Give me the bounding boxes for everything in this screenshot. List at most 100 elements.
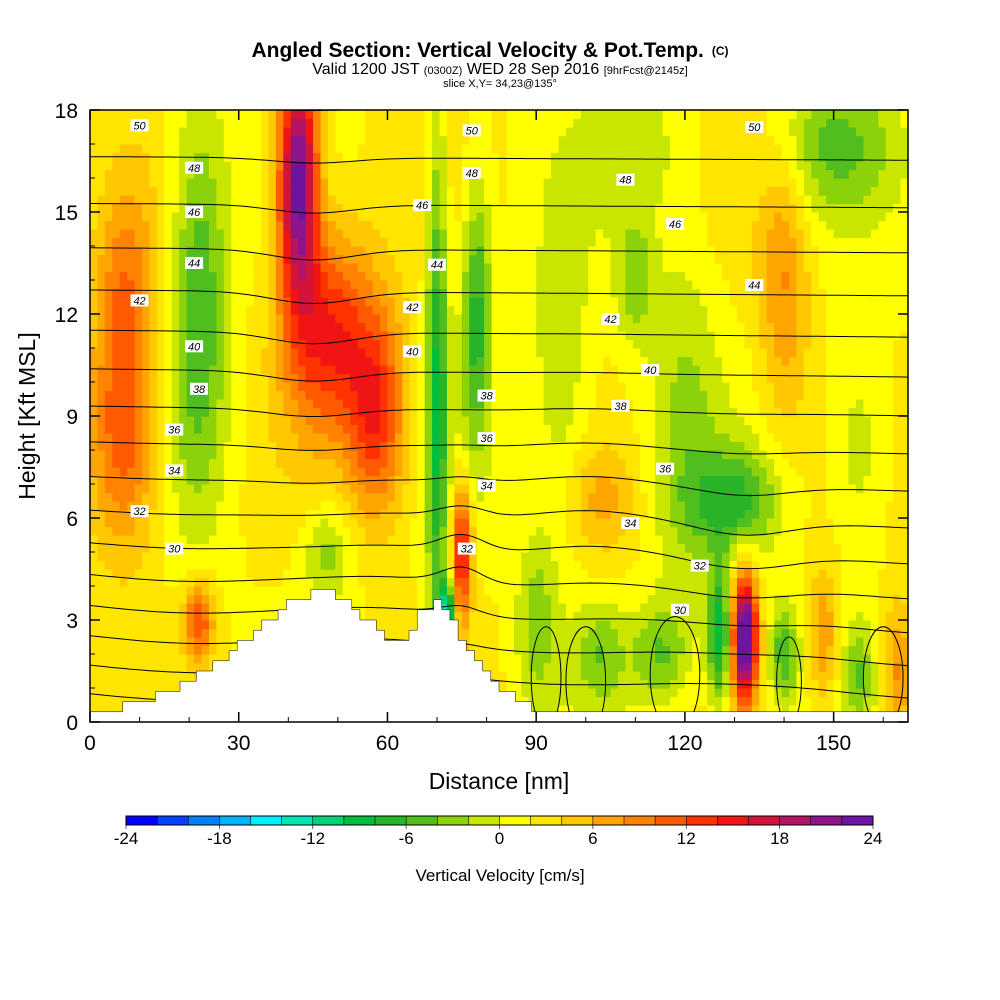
heatmap-cell [201, 220, 210, 230]
heatmap-cell [156, 382, 165, 392]
heatmap-cell [223, 484, 232, 494]
heatmap-cell [580, 144, 589, 154]
heatmap-cell [201, 135, 210, 145]
heatmap-cell [342, 450, 351, 460]
heatmap-cell [476, 152, 485, 162]
heatmap-cell [283, 348, 292, 358]
heatmap-cell [558, 458, 567, 468]
heatmap-cell [127, 178, 136, 188]
heatmap-cell [528, 110, 537, 120]
heatmap-cell [298, 518, 307, 528]
heatmap-cell [127, 280, 136, 290]
heatmap-cell [573, 305, 582, 315]
heatmap-cell [179, 492, 188, 502]
heatmap-cell [380, 501, 389, 511]
heatmap-cell [134, 212, 143, 222]
heatmap-cell [417, 458, 426, 468]
heatmap-cell [432, 543, 441, 553]
heatmap-cell [342, 229, 351, 239]
heatmap-cell [558, 339, 567, 349]
heatmap-cell [380, 433, 389, 443]
heatmap-cell [342, 373, 351, 383]
heatmap-cell [528, 195, 537, 205]
heatmap-cell [298, 424, 307, 434]
heatmap-cell [536, 356, 545, 366]
heatmap-cell [320, 348, 329, 358]
heatmap-cell [97, 203, 106, 213]
heatmap-cell [454, 586, 463, 596]
heatmap-cell [194, 229, 203, 239]
heatmap-cell [565, 195, 574, 205]
heatmap-cell [112, 263, 121, 273]
heatmap-cell [231, 594, 240, 604]
heatmap-cell [253, 475, 262, 485]
heatmap-cell [134, 373, 143, 383]
heatmap-cell [290, 297, 299, 307]
heatmap-cell [290, 518, 299, 528]
heatmap-cell [588, 569, 597, 579]
heatmap-cell [469, 144, 478, 154]
heatmap-cell [97, 654, 106, 664]
heatmap-cell [409, 331, 418, 341]
heatmap-cell [513, 382, 522, 392]
heatmap-cell [513, 399, 522, 409]
heatmap-cell [394, 195, 403, 205]
heatmap-cell [156, 552, 165, 562]
heatmap-cell [432, 118, 441, 128]
heatmap-cell [521, 671, 530, 681]
heatmap-cell [290, 569, 299, 579]
heatmap-cell [439, 603, 448, 613]
heatmap-cell [446, 356, 455, 366]
heatmap-cell [127, 645, 136, 655]
heatmap-cell [380, 586, 389, 596]
heatmap-cell [580, 416, 589, 426]
heatmap-cell [142, 450, 151, 460]
heatmap-cell [417, 390, 426, 400]
heatmap-cell [238, 186, 247, 196]
heatmap-cell [275, 322, 284, 332]
heatmap-cell [484, 229, 493, 239]
heatmap-cell [454, 373, 463, 383]
heatmap-cell [402, 169, 411, 179]
heatmap-cell [573, 407, 582, 417]
heatmap-cell [536, 237, 545, 247]
heatmap-cell [551, 492, 560, 502]
heatmap-cell [283, 254, 292, 264]
heatmap-cell [290, 484, 299, 494]
heatmap-cell [290, 110, 299, 120]
heatmap-cell [335, 526, 344, 536]
heatmap-cell [90, 501, 99, 511]
heatmap-cell [573, 322, 582, 332]
heatmap-cell [521, 348, 530, 358]
heatmap-cell [298, 331, 307, 341]
heatmap-cell [119, 399, 128, 409]
heatmap-cell [313, 127, 322, 137]
heatmap-cell [573, 586, 582, 596]
heatmap-cell [268, 603, 277, 613]
heatmap-cell [342, 560, 351, 570]
heatmap-cell [142, 603, 151, 613]
heatmap-cell [320, 399, 329, 409]
heatmap-cell [253, 195, 262, 205]
heatmap-cell [491, 152, 500, 162]
heatmap-cell [216, 484, 225, 494]
heatmap-cell [164, 569, 173, 579]
heatmap-cell [261, 331, 270, 341]
heatmap-cell [558, 348, 567, 358]
heatmap-cell [417, 161, 426, 171]
heatmap-cell [432, 416, 441, 426]
heatmap-cell [201, 458, 210, 468]
heatmap-cell [90, 433, 99, 443]
heatmap-cell [528, 356, 537, 366]
heatmap-cell [476, 118, 485, 128]
heatmap-cell [454, 382, 463, 392]
heatmap-cell [499, 348, 508, 358]
heatmap-cell [372, 518, 381, 528]
heatmap-cell [476, 195, 485, 205]
heatmap-cell [521, 586, 530, 596]
heatmap-cell [156, 161, 165, 171]
heatmap-cell [90, 492, 99, 502]
heatmap-cell [558, 603, 567, 613]
heatmap-cell [528, 407, 537, 417]
heatmap-cell [528, 254, 537, 264]
